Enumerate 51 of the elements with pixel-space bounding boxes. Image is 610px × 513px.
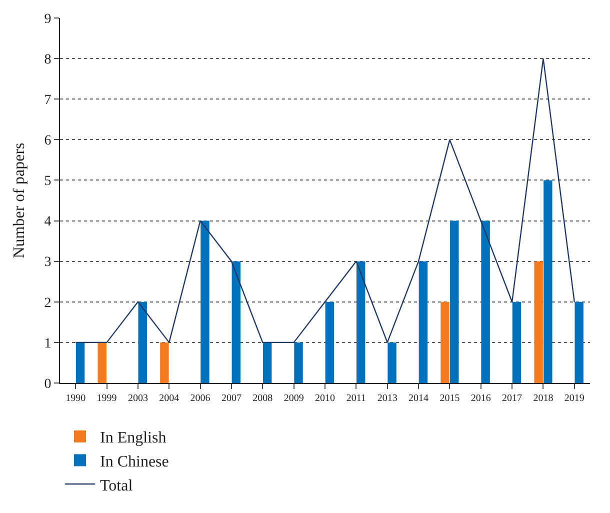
bar — [440, 302, 450, 383]
x-tick-label: 2011 — [346, 393, 366, 404]
bar — [98, 342, 106, 383]
y-tick-label: 4 — [44, 214, 52, 230]
x-tick-label: 2017 — [502, 393, 522, 404]
bar — [481, 220, 490, 383]
bar — [418, 261, 428, 383]
x-tick-label: 1990 — [66, 393, 86, 404]
line-series — [74, 58, 576, 344]
legend-label: In Chinese — [100, 453, 169, 470]
x-tick-label: 2015 — [440, 393, 460, 404]
x-tick-label: 2004 — [159, 393, 180, 404]
x-tick-label: 2007 — [221, 393, 242, 404]
x-tick-label: 2016 — [470, 393, 491, 404]
bar — [294, 342, 303, 383]
bar — [534, 261, 543, 383]
bar — [574, 302, 584, 383]
x-tick-label: 2013 — [377, 393, 398, 404]
x-tick-label: 2009 — [284, 393, 304, 404]
bar — [325, 302, 334, 383]
y-tick-label: 1 — [44, 336, 52, 352]
x-tick-label: 2003 — [128, 393, 148, 404]
y-tick-label: 0 — [44, 376, 52, 392]
x-tick-label: 2019 — [564, 393, 584, 404]
bar — [76, 342, 85, 383]
bar — [160, 342, 169, 383]
legend-label: Total — [100, 477, 134, 494]
bar — [544, 180, 552, 383]
legend-label: In English — [100, 430, 166, 447]
x-tick-label: 1999 — [96, 393, 117, 404]
bar — [262, 342, 272, 383]
bar — [232, 261, 241, 383]
bar — [388, 342, 396, 383]
bar — [356, 261, 366, 383]
bar — [450, 220, 459, 383]
x-tick-label: 2008 — [252, 393, 273, 404]
y-tick-label: 8 — [44, 52, 52, 68]
x-tick-label: 2018 — [533, 393, 554, 404]
bar — [200, 220, 210, 383]
bar — [138, 302, 147, 383]
y-axis-title: Number of papers — [11, 142, 28, 258]
x-tick-label: 2014 — [408, 393, 429, 404]
y-tick-label: 9 — [44, 12, 52, 27]
y-tick-label: 6 — [44, 134, 52, 149]
x-tick-label: 2006 — [190, 393, 210, 404]
y-tick-label: 2 — [44, 296, 52, 311]
bar — [512, 302, 522, 383]
y-tick-label: 5 — [44, 174, 52, 190]
y-tick-label: 3 — [44, 255, 52, 270]
y-tick-label: 7 — [44, 93, 52, 108]
x-tick-label: 2010 — [315, 393, 335, 404]
